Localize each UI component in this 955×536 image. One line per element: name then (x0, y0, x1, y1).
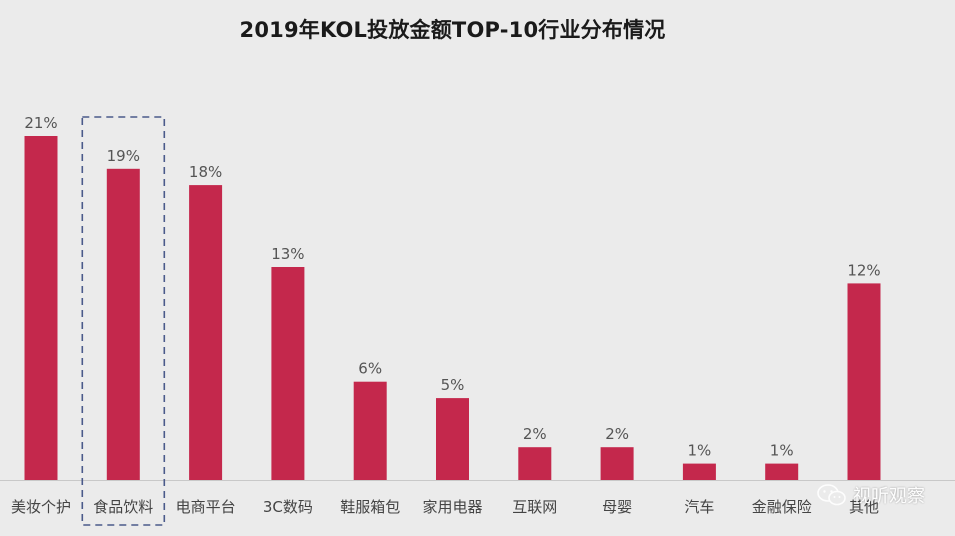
category-label-5: 家用电器 (422, 498, 482, 516)
value-label-7: 2% (605, 425, 629, 443)
wechat-icon (817, 484, 846, 506)
category-label-1: 食品饮料 (93, 498, 153, 516)
category-label-6: 互联网 (512, 498, 557, 516)
value-label-5: 5% (441, 376, 465, 394)
bar-3 (271, 267, 305, 480)
bar-6 (518, 447, 552, 480)
value-label-8: 1% (688, 442, 712, 460)
value-label-4: 6% (358, 360, 382, 378)
category-label-4: 鞋服箱包 (340, 498, 400, 516)
value-label-1: 19% (107, 147, 140, 165)
value-label-2: 18% (189, 163, 222, 181)
watermark-text: 视听观察 (853, 486, 925, 507)
category-label-3: 3C数码 (263, 498, 313, 516)
bar-7 (600, 447, 634, 480)
value-label-0: 21% (24, 114, 57, 132)
category-label-8: 汽车 (684, 498, 714, 516)
bar-5 (436, 398, 469, 480)
bar-0 (24, 136, 58, 480)
category-label-0: 美妆个护 (11, 498, 71, 516)
value-label-6: 2% (523, 425, 547, 443)
category-label-7: 母婴 (602, 498, 632, 516)
bar-1 (106, 168, 140, 481)
bar-10 (847, 283, 881, 480)
chart-title: 2019年KOL投放金额TOP-10行业分布情况 (239, 18, 666, 42)
bar-2 (189, 185, 223, 480)
watermark: 视听观察 (817, 482, 925, 508)
value-label-3: 13% (271, 245, 304, 263)
category-label-9: 金融保险 (752, 498, 812, 516)
category-label-10: 其他 (849, 498, 879, 516)
value-label-10: 12% (847, 261, 880, 279)
bar-4 (353, 381, 387, 480)
highlight-box (81, 116, 166, 526)
bar-9 (765, 463, 799, 480)
value-label-9: 1% (770, 442, 794, 460)
category-label-2: 电商平台 (176, 498, 236, 516)
bar-8 (682, 463, 716, 480)
